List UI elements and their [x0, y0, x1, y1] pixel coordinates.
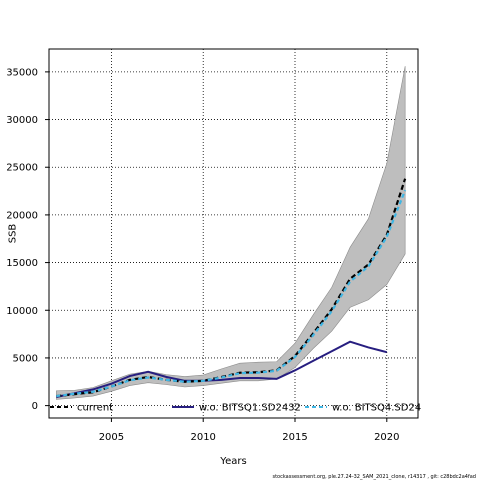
plot-frame: [48, 48, 419, 419]
confidence-band: [56, 66, 406, 400]
legend: current w.o. BITSQ1.SD2432 w.o. BITSQ4.SD2…: [50, 403, 421, 414]
y-tick-label: 20000: [6, 210, 38, 221]
x-tick-label: 2005: [99, 432, 124, 443]
x-axis: 2005 2010 2015 2020: [99, 418, 400, 443]
series-line-2: [56, 189, 407, 398]
footer-caption: stockassessment.org, ple.27.24-32_SAM_20…: [272, 474, 476, 480]
legend-label: w.o. BITSQ1.SD2432: [199, 403, 301, 414]
x-tick-label: 2010: [190, 432, 215, 443]
y-tick-label: 10000: [6, 306, 38, 317]
x-tick-label: 2020: [374, 432, 399, 443]
legend-label: w.o. BITSQ4.SD24: [332, 403, 421, 414]
legend-label: current: [77, 403, 113, 414]
y-axis-title: SSB: [8, 224, 19, 244]
y-tick-label: 35000: [6, 67, 38, 78]
x-axis-title: Years: [219, 456, 246, 467]
x-tick-label: 2015: [282, 432, 307, 443]
y-tick-label: 25000: [6, 163, 38, 174]
y-tick-label: 0: [32, 401, 38, 412]
series-lines: [56, 178, 407, 398]
series-line-1: [56, 340, 388, 398]
y-axis: 0 5000 10000 15000 20000 25000 30000 35000: [6, 67, 49, 412]
y-tick-label: 15000: [6, 258, 38, 269]
y-tick-label: 5000: [13, 353, 38, 364]
y-tick-label: 30000: [6, 115, 38, 126]
